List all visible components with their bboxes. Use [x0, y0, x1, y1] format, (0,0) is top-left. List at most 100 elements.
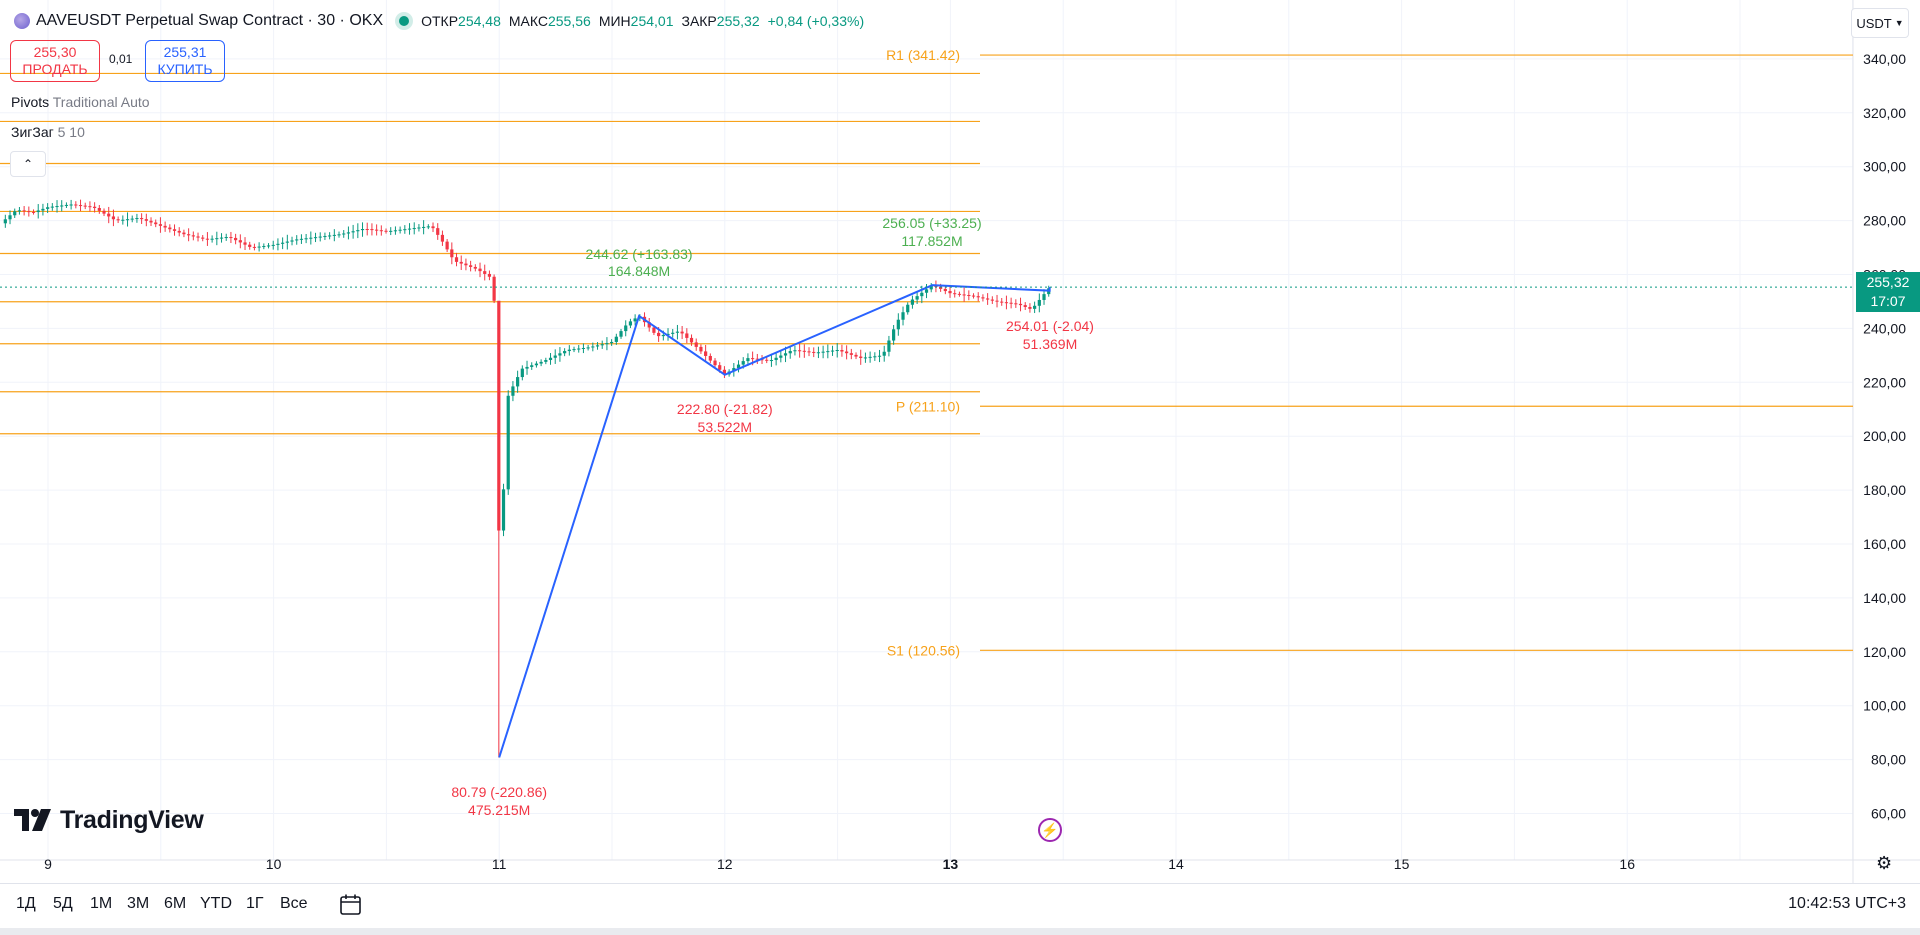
candle-body: [172, 229, 177, 231]
candle-body: [440, 234, 445, 242]
candle-body: [27, 211, 31, 213]
candle-body: [140, 218, 144, 220]
candle-body: [407, 228, 412, 230]
y-tick-label: 340,00: [1863, 51, 1906, 67]
sell-button[interactable]: 255,30 ПРОДАТЬ: [10, 40, 100, 82]
candle-body: [1023, 305, 1027, 307]
candle-body: [939, 286, 943, 289]
candle-body: [125, 219, 130, 221]
candle-body: [163, 225, 167, 228]
zigzag-name: ЗигЗаг: [11, 124, 54, 140]
range-button-5[interactable]: YTD: [200, 895, 232, 912]
candle-body: [736, 364, 741, 369]
candle-body: [821, 351, 825, 353]
symbol-title[interactable]: AAVEUSDT Perpetual Swap Contract · 30 · …: [36, 12, 384, 29]
aave-logo-icon: [14, 13, 30, 29]
candle-body: [356, 230, 360, 232]
candle-body: [191, 235, 195, 237]
lightning-icon[interactable]: ⚡: [1038, 818, 1062, 842]
candle-body: [281, 242, 285, 244]
candle-body: [483, 271, 487, 274]
range-button-2[interactable]: 1М: [90, 895, 113, 912]
candle-body: [746, 358, 750, 362]
candle-body: [530, 365, 534, 367]
currency-label: USDT: [1856, 15, 1892, 31]
range-button-4[interactable]: 6М: [164, 895, 187, 912]
candle-body: [652, 327, 656, 333]
chart-canvas[interactable]: 60,00 80,00 100,00 120,00 140,00 160,00 180,00…: [0, 0, 1920, 883]
candle-body: [548, 357, 553, 361]
candle-body: [567, 349, 571, 352]
tradingview-logo[interactable]: TradingView: [14, 806, 204, 834]
candle-body: [1018, 303, 1023, 306]
candle-body: [332, 234, 336, 236]
candle-body: [88, 206, 92, 208]
x-tick-label: 11: [492, 856, 507, 872]
candle-body: [920, 292, 924, 297]
candle-body: [859, 356, 863, 358]
range-button-6[interactable]: 1Г: [246, 895, 264, 912]
candle-body: [177, 230, 181, 233]
calendar-goto-icon[interactable]: [339, 894, 363, 916]
candle-body: [680, 331, 684, 334]
candle-body: [201, 237, 205, 239]
candle-body: [1037, 299, 1041, 306]
zigzag-volume-1: 164.848M: [608, 263, 670, 279]
candle-body: [168, 227, 172, 230]
candle-body: [97, 208, 101, 211]
currency-selector[interactable]: USDT ▼: [1851, 8, 1909, 38]
candle-body: [840, 350, 844, 352]
range-button-1[interactable]: 5Д: [53, 895, 73, 912]
candle-body: [196, 236, 200, 238]
zigzag-params: 5 10: [57, 124, 85, 140]
candle-body: [957, 293, 962, 295]
candle-body: [337, 234, 341, 236]
candle-body: [83, 205, 87, 207]
x-tick-label: 15: [1394, 856, 1410, 872]
candle-body: [154, 222, 158, 225]
x-tick-label: 10: [266, 856, 282, 872]
collapse-legend-button[interactable]: ⌃: [10, 151, 46, 177]
candle-body: [445, 241, 449, 250]
range-button-7[interactable]: Все: [280, 895, 308, 912]
candle-body: [539, 361, 543, 364]
y-tick-label: 160,00: [1863, 536, 1906, 552]
candle-body: [492, 276, 496, 301]
candle-body: [328, 235, 332, 237]
zigzag-volume-2: 53.522M: [698, 419, 752, 435]
zigzag-label-3: 256.05 (+33.25): [882, 215, 981, 231]
y-tick-label: 320,00: [1863, 105, 1906, 121]
candle-body: [812, 351, 816, 353]
range-button-0[interactable]: 1Д: [16, 895, 36, 912]
candle-body: [807, 351, 811, 353]
candle-body: [520, 368, 524, 378]
candle-body: [826, 351, 830, 353]
candle-body: [295, 239, 299, 241]
buy-price: 255,31: [163, 44, 207, 60]
zigzag-legend[interactable]: ЗигЗаг 5 10: [11, 124, 85, 140]
candle-body: [205, 238, 210, 240]
candle-body: [234, 237, 238, 241]
candle-body: [31, 211, 36, 213]
candle-body: [365, 228, 369, 230]
candle-body: [741, 361, 745, 365]
buy-button[interactable]: 255,31 КУПИТЬ: [145, 40, 225, 82]
candle-body: [102, 210, 106, 214]
candle-body: [111, 216, 116, 220]
candle-body: [605, 343, 609, 345]
candle-body: [36, 210, 40, 213]
candle-body: [873, 356, 877, 358]
candle-body: [689, 337, 694, 343]
candle-body: [309, 237, 313, 239]
settings-gear-icon[interactable]: ⚙: [1876, 853, 1893, 873]
candle-body: [478, 268, 482, 272]
pivots-legend[interactable]: Pivots Traditional Auto: [11, 94, 150, 110]
candle-body: [896, 319, 900, 330]
zigzag-label-1: 244.62 (+163.83): [586, 246, 693, 262]
x-tick-label: 13: [943, 856, 959, 872]
candle-body: [788, 351, 792, 354]
clock-time[interactable]: 10:42:53 UTC+3: [1788, 895, 1906, 912]
range-button-3[interactable]: 3М: [127, 895, 150, 912]
candle-body: [135, 218, 139, 220]
candle-body: [454, 257, 459, 262]
